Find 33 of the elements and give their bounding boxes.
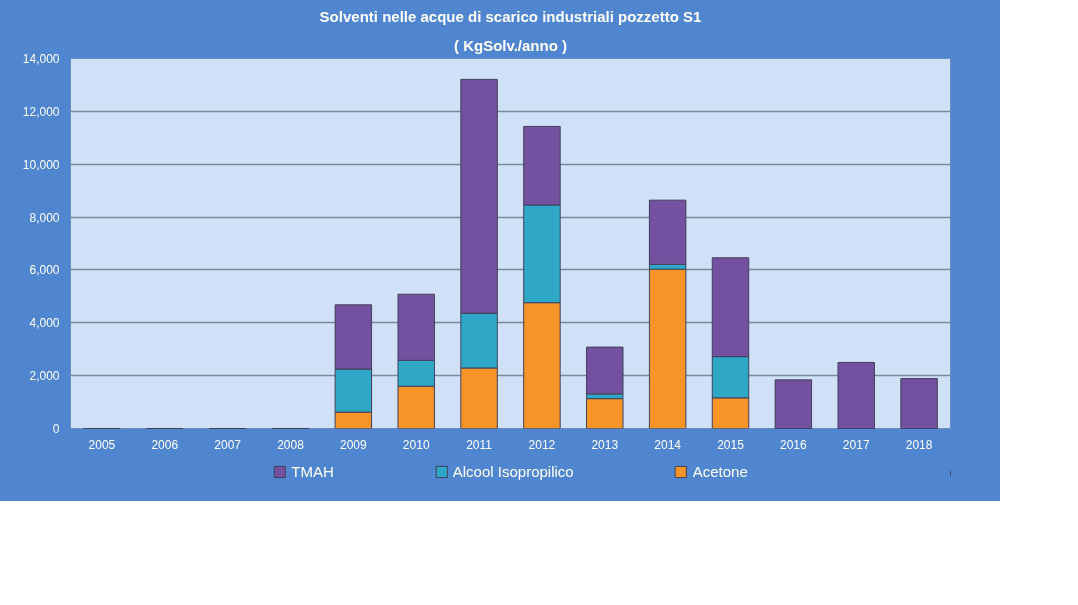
x-tick-label: 2005 [88, 437, 116, 452]
y-tick-label: 8,000 [29, 210, 60, 225]
x-tick-label: 2011 [466, 437, 493, 452]
x-tick-label: 2009 [340, 437, 368, 452]
x-tick-label: 2016 [780, 437, 808, 452]
legend-label: Alcool Isopropilico [452, 462, 574, 480]
legend-label: TMAH [291, 462, 334, 480]
chart-title: Solventi nelle acque di scarico industriali pozzetto S1 [319, 7, 702, 25]
x-tick-label: 2008 [277, 437, 305, 452]
y-tick-label: 14,000 [22, 52, 60, 66]
bar [774, 379, 813, 429]
y-tick-label: 4,000 [29, 316, 60, 331]
x-tick-label: 2010 [402, 437, 430, 452]
bar [586, 398, 624, 429]
x-tick-label: 2015 [717, 437, 745, 452]
y-tick-label: 12,000 [22, 104, 60, 119]
legend-label: Acetone [692, 462, 748, 480]
x-tick-label: 2012 [528, 437, 556, 452]
x-tick-label: 2013 [591, 437, 619, 452]
x-tick-label: 2017 [842, 437, 870, 452]
x-tick-label: 2007 [214, 437, 242, 452]
bar [648, 268, 687, 429]
bar [900, 378, 938, 429]
y-tick-label: 6,000 [29, 263, 60, 278]
y-tick-label: 2,000 [29, 369, 60, 384]
x-tick-label: 2018 [905, 437, 933, 452]
y-tick-label: 10,000 [22, 157, 60, 172]
bar [586, 346, 624, 395]
bar [837, 361, 875, 429]
x-tick-label: 2006 [151, 437, 179, 452]
x-tick-label: 2014 [654, 437, 682, 452]
chart-subtitle: ( KgSolv./anno ) [453, 36, 568, 54]
y-tick-label: 0 [52, 422, 60, 436]
